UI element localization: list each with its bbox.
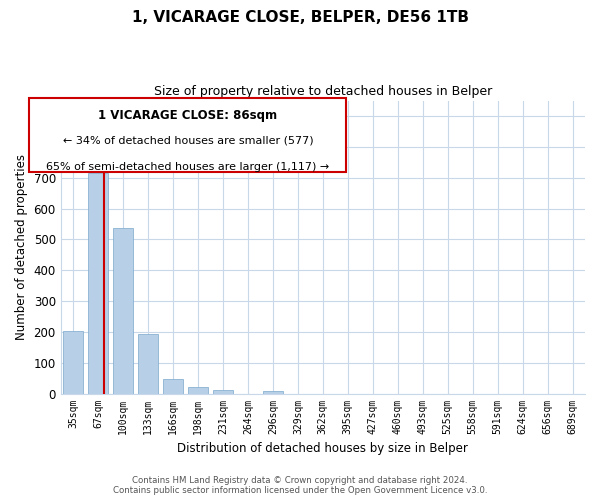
- Text: 1, VICARAGE CLOSE, BELPER, DE56 1TB: 1, VICARAGE CLOSE, BELPER, DE56 1TB: [131, 10, 469, 25]
- Bar: [113, 228, 133, 394]
- Y-axis label: Number of detached properties: Number of detached properties: [15, 154, 28, 340]
- Text: 1 VICARAGE CLOSE: 86sqm: 1 VICARAGE CLOSE: 86sqm: [98, 110, 277, 122]
- Bar: [163, 379, 183, 394]
- Text: 65% of semi-detached houses are larger (1,117) →: 65% of semi-detached houses are larger (…: [46, 162, 329, 172]
- Bar: [263, 391, 283, 394]
- X-axis label: Distribution of detached houses by size in Belper: Distribution of detached houses by size …: [178, 442, 468, 455]
- Bar: [88, 174, 108, 394]
- Bar: [29, 98, 346, 172]
- Text: Contains HM Land Registry data © Crown copyright and database right 2024.
Contai: Contains HM Land Registry data © Crown c…: [113, 476, 487, 495]
- Bar: [63, 331, 83, 394]
- Bar: [213, 390, 233, 394]
- Title: Size of property relative to detached houses in Belper: Size of property relative to detached ho…: [154, 85, 492, 98]
- Bar: [188, 387, 208, 394]
- Text: ← 34% of detached houses are smaller (577): ← 34% of detached houses are smaller (57…: [62, 136, 313, 145]
- Bar: [138, 334, 158, 394]
